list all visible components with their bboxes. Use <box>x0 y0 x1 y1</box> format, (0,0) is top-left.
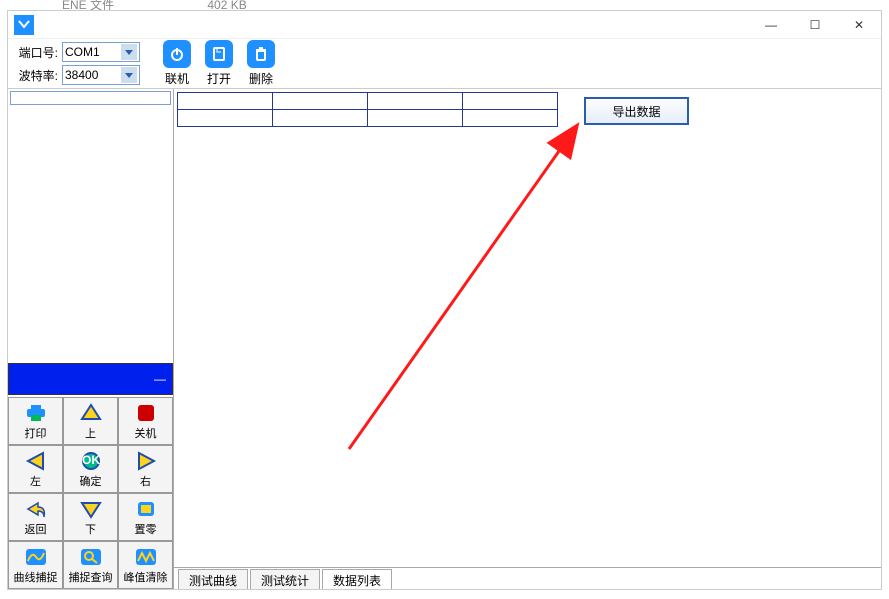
tab-bar: 测试曲线 测试统计 数据列表 <box>174 567 881 589</box>
top-toolbar: 端口号: COM1 波特率: 38400 联机 打开 <box>8 39 881 89</box>
trash-icon <box>247 40 275 68</box>
baud-combo[interactable]: 38400 <box>62 65 140 85</box>
power-icon <box>163 40 191 68</box>
back-button[interactable]: 返回 <box>8 493 63 541</box>
capture-query-button[interactable]: 捕捉查询 <box>63 541 118 589</box>
port-combo[interactable]: COM1 <box>62 42 140 62</box>
right-button[interactable]: 右 <box>118 445 173 493</box>
table-header-cell <box>462 92 558 110</box>
dropdown-icon <box>121 67 137 83</box>
poweroff-button[interactable]: 关机 <box>118 397 173 445</box>
file-icon <box>205 40 233 68</box>
table-header-cell <box>367 92 463 110</box>
arrow-up-icon <box>78 402 104 424</box>
query-icon <box>78 546 104 568</box>
port-label: 端口号: <box>14 44 58 61</box>
table-cell <box>367 109 463 127</box>
connect-button[interactable]: 联机 <box>160 40 194 87</box>
curve-icon <box>23 546 49 568</box>
control-button-grid: 打印 上 关机 左 OK 确定 <box>8 397 173 589</box>
zero-button[interactable]: 置零 <box>118 493 173 541</box>
poweroff-icon <box>133 402 159 424</box>
back-arrow-icon <box>23 498 49 520</box>
export-data-button[interactable]: 导出数据 <box>584 97 689 125</box>
table-cell <box>462 109 558 127</box>
list-area <box>8 105 173 363</box>
peak-clear-button[interactable]: 峰值清除 <box>118 541 173 589</box>
table-cell <box>177 109 273 127</box>
main-area: 导出数据 测试曲线 测试统计 数据列表 <box>174 89 881 589</box>
print-button[interactable]: 打印 <box>8 397 63 445</box>
app-icon <box>14 15 34 35</box>
dropdown-icon <box>121 44 137 60</box>
minimize-button[interactable]: — <box>749 11 793 39</box>
table-header-cell <box>177 92 273 110</box>
ok-button[interactable]: OK 确定 <box>63 445 118 493</box>
peak-clear-icon <box>133 546 159 568</box>
left-button[interactable]: 左 <box>8 445 63 493</box>
list-input[interactable] <box>10 91 171 105</box>
svg-text:OK: OK <box>82 453 100 467</box>
tab-curve[interactable]: 测试曲线 <box>178 569 248 589</box>
tab-datalist[interactable]: 数据列表 <box>322 569 392 589</box>
zero-icon <box>133 498 159 520</box>
annotation-arrow <box>174 89 874 589</box>
close-button[interactable]: ✕ <box>837 11 881 39</box>
app-window: — ☐ ✕ 端口号: COM1 波特率: 38400 <box>7 10 882 590</box>
arrow-left-icon <box>23 450 49 472</box>
maximize-button[interactable]: ☐ <box>793 11 837 39</box>
table-cell <box>272 109 368 127</box>
data-table <box>178 93 877 127</box>
table-header-cell <box>272 92 368 110</box>
up-button[interactable]: 上 <box>63 397 118 445</box>
arrow-down-icon <box>78 498 104 520</box>
port-settings: 端口号: COM1 波特率: 38400 <box>14 42 140 85</box>
ok-icon: OK <box>78 450 104 472</box>
down-button[interactable]: 下 <box>63 493 118 541</box>
status-bar: — <box>8 363 173 395</box>
delete-button[interactable]: 删除 <box>244 40 278 87</box>
printer-icon <box>23 402 49 424</box>
arrow-right-icon <box>133 450 159 472</box>
curve-capture-button[interactable]: 曲线捕捉 <box>8 541 63 589</box>
open-button[interactable]: 打开 <box>202 40 236 87</box>
left-panel: — 打印 上 关机 左 OK <box>8 89 174 589</box>
tab-stats[interactable]: 测试统计 <box>250 569 320 589</box>
baud-label: 波特率: <box>14 67 58 84</box>
titlebar: — ☐ ✕ <box>8 11 881 39</box>
